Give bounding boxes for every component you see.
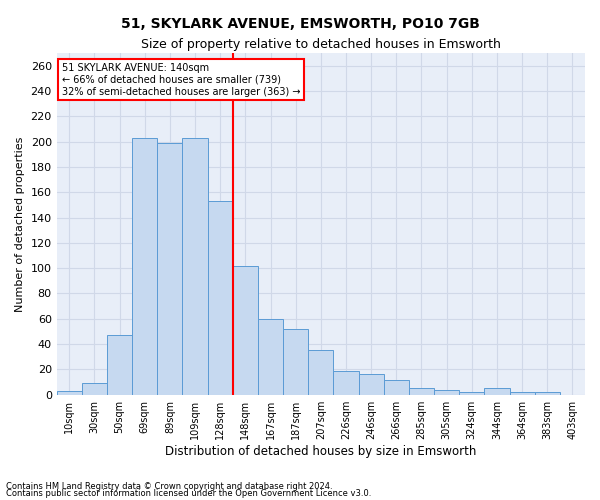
Bar [258,319,283,394]
Bar [359,374,384,394]
Bar [459,392,484,394]
Bar [334,370,359,394]
Bar [82,384,107,394]
Bar [283,329,308,394]
Bar [132,138,157,394]
Bar [182,138,208,394]
Bar [434,390,459,394]
Bar [56,391,82,394]
Text: 51, SKYLARK AVENUE, EMSWORTH, PO10 7GB: 51, SKYLARK AVENUE, EMSWORTH, PO10 7GB [121,18,479,32]
Bar [157,143,182,395]
Text: 51 SKYLARK AVENUE: 140sqm
← 66% of detached houses are smaller (739)
32% of semi: 51 SKYLARK AVENUE: 140sqm ← 66% of detac… [62,64,301,96]
Text: Contains HM Land Registry data © Crown copyright and database right 2024.: Contains HM Land Registry data © Crown c… [6,482,332,491]
Bar [308,350,334,395]
Y-axis label: Number of detached properties: Number of detached properties [15,136,25,312]
Bar [384,380,409,394]
X-axis label: Distribution of detached houses by size in Emsworth: Distribution of detached houses by size … [165,444,476,458]
Title: Size of property relative to detached houses in Emsworth: Size of property relative to detached ho… [141,38,501,51]
Text: Contains public sector information licensed under the Open Government Licence v3: Contains public sector information licen… [6,489,371,498]
Bar [535,392,560,394]
Bar [233,266,258,394]
Bar [484,388,509,394]
Bar [107,335,132,394]
Bar [409,388,434,394]
Bar [509,392,535,394]
Bar [208,201,233,394]
